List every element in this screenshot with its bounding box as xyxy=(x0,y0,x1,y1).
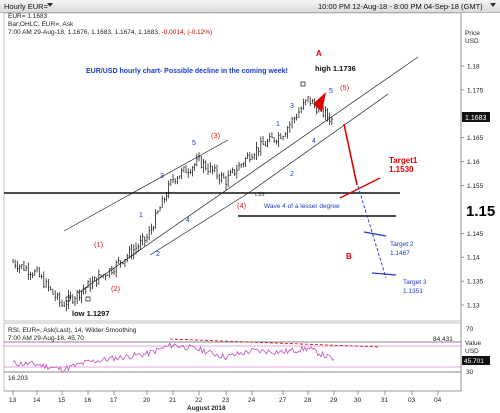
rsi-value-label: Value xyxy=(465,340,482,347)
channel-upper-line xyxy=(77,56,419,294)
x-tick-label: 31 xyxy=(381,397,389,404)
wave-a-arrow xyxy=(313,92,326,112)
y-tick-label: 1.165 xyxy=(467,135,484,142)
wave-label: (3) xyxy=(211,131,221,140)
y-tick-label: 1.13 xyxy=(467,303,480,310)
target2-value: 1.1467 xyxy=(390,250,410,257)
x-tick-label: 23 xyxy=(222,397,230,404)
rsi-unit: USD xyxy=(465,348,479,355)
y-tick-label: 1.14 xyxy=(467,255,480,262)
rsi-tick: 70 xyxy=(466,326,474,333)
y-tick-label: 1.155 xyxy=(467,183,484,190)
x-tick-label: 20 xyxy=(143,397,151,404)
wave4-label: Wave 4 of a lesser degree xyxy=(264,203,340,210)
rsi-line xyxy=(12,342,335,373)
channel-lower-line xyxy=(249,93,389,193)
x-tick-label: 15 xyxy=(58,397,66,404)
rsi-info1: RSI, EUR=, Ask(Last), 14, Wilder Smoothi… xyxy=(8,327,137,334)
wave-counts-blue: 1 2 3 4 5 1 2 3 4 5 xyxy=(139,88,333,258)
target3-value: 1.1351 xyxy=(403,288,423,295)
wave-label: 3 xyxy=(290,103,294,110)
info-line1: EUR= 1.1683 xyxy=(8,13,48,20)
wave-label: (1) xyxy=(94,240,104,249)
low-label: low 1.1297 xyxy=(72,309,110,318)
x-tick-label: 29 xyxy=(330,397,338,404)
wave-label: (4) xyxy=(237,201,247,210)
wave-label: 3 xyxy=(160,173,164,180)
header-time-range: 10:00 PM 12-Aug-18 - 8:00 PM 04-Sep-18 (… xyxy=(318,2,483,11)
chevron-down-icon[interactable] xyxy=(490,3,496,7)
high-label: high 1.1736 xyxy=(315,64,356,73)
x-axis-month: August 2018 xyxy=(187,405,226,412)
rsi-current-value: 45.701 xyxy=(464,358,484,365)
wave-label: 2 xyxy=(156,251,160,258)
y-tick-label: 1.18 xyxy=(467,64,480,71)
price-axis-ticks: 1.131.1351.141.1451.1551.161.1651.171.17… xyxy=(461,64,484,310)
wave-label: 1 xyxy=(276,121,280,128)
x-tick-label: 30 xyxy=(354,397,362,404)
rsi-divergence-line xyxy=(169,338,381,348)
x-tick-label: 27 xyxy=(279,397,287,404)
x-tick-label: 17 xyxy=(110,397,118,404)
info-line2: Bar;OHLC, EUR=, Ask xyxy=(8,21,74,28)
wave-label: 4 xyxy=(312,138,316,145)
wave-a-label: A xyxy=(316,49,322,58)
decline-arrow xyxy=(343,123,358,186)
rsi-info2: 7:00 AM 29-Aug-18, 45.70 xyxy=(8,335,84,342)
x-axis-ticks: 13 14 15 16 17 20 21 22 23 24 27 28 29 30 31 03 04 xyxy=(9,391,442,404)
target3-label: Target 3 xyxy=(403,279,427,286)
last-price-label: 1.1683 xyxy=(465,115,487,122)
rsi-upper-value: 84.431 xyxy=(433,336,453,343)
chart-title: EUR/USD hourly chart- Possible decline i… xyxy=(86,68,288,75)
info-line3: 7:00 AM 29-Aug-18, 1.1676, 1.1683, 1.167… xyxy=(8,29,162,36)
wave-label: 4 xyxy=(186,217,190,224)
x-tick-label: 21 xyxy=(169,397,177,404)
y-tick-label: 1.135 xyxy=(467,279,484,286)
rsi-tick: 30 xyxy=(466,369,474,376)
wave-label: 2 xyxy=(290,171,294,178)
y-tick-label: 1.145 xyxy=(467,231,484,238)
rsi-lower-value: 16.203 xyxy=(8,375,28,382)
wave-label: (5) xyxy=(340,83,350,92)
x-tick-label: 24 xyxy=(248,397,256,404)
target1-label: Target1 xyxy=(389,156,418,165)
price-candles xyxy=(12,96,334,312)
price-axis-unit: USD xyxy=(465,38,479,45)
wave-counts-red: (1) (2) (3) (4) (5) xyxy=(94,83,350,293)
window-header: Hourly EUR= 10:00 PM 12-Aug-18 - 8:00 PM… xyxy=(0,0,500,13)
wave-label: (2) xyxy=(111,284,121,293)
wave-b-label: B xyxy=(346,252,352,261)
window-title[interactable]: Hourly EUR= xyxy=(4,2,48,11)
target2-label: Target 2 xyxy=(390,241,414,248)
lss-label: LSS xyxy=(255,192,265,198)
target1-value: 1.1530 xyxy=(389,165,414,174)
svg-text:7:00 AM 29-Aug-18, 1.1676, 1.1: 7:00 AM 29-Aug-18, 1.1676, 1.1683, 1.167… xyxy=(8,29,212,36)
wave-label: 5 xyxy=(329,88,333,95)
chevron-down-icon[interactable] xyxy=(47,3,53,7)
price-axis-title: Price xyxy=(465,30,480,37)
x-tick-label: 28 xyxy=(304,397,312,404)
x-tick-label: 04 xyxy=(434,397,442,404)
x-tick-label: 22 xyxy=(195,397,203,404)
x-tick-label: 16 xyxy=(84,397,92,404)
last-price-tag xyxy=(462,112,490,122)
target3-mark xyxy=(371,272,397,276)
target2-mark xyxy=(363,231,387,237)
big-price-label: 1.15 xyxy=(466,203,495,220)
wave-label: 5 xyxy=(192,140,196,147)
y-tick-label: 1.16 xyxy=(467,159,480,166)
x-tick-label: 03 xyxy=(408,397,416,404)
y-tick-label: 1.175 xyxy=(467,87,484,94)
x-tick-label: 14 xyxy=(33,397,41,404)
projection-dashed-line xyxy=(357,185,387,279)
info-change: -0.0014, (-0.12%) xyxy=(162,29,213,36)
channel-mid-line xyxy=(63,139,229,232)
x-tick-label: 13 xyxy=(9,397,17,404)
rsi-current-tag xyxy=(462,356,490,365)
target1-mark xyxy=(339,177,381,199)
wave-label: 1 xyxy=(139,212,143,219)
